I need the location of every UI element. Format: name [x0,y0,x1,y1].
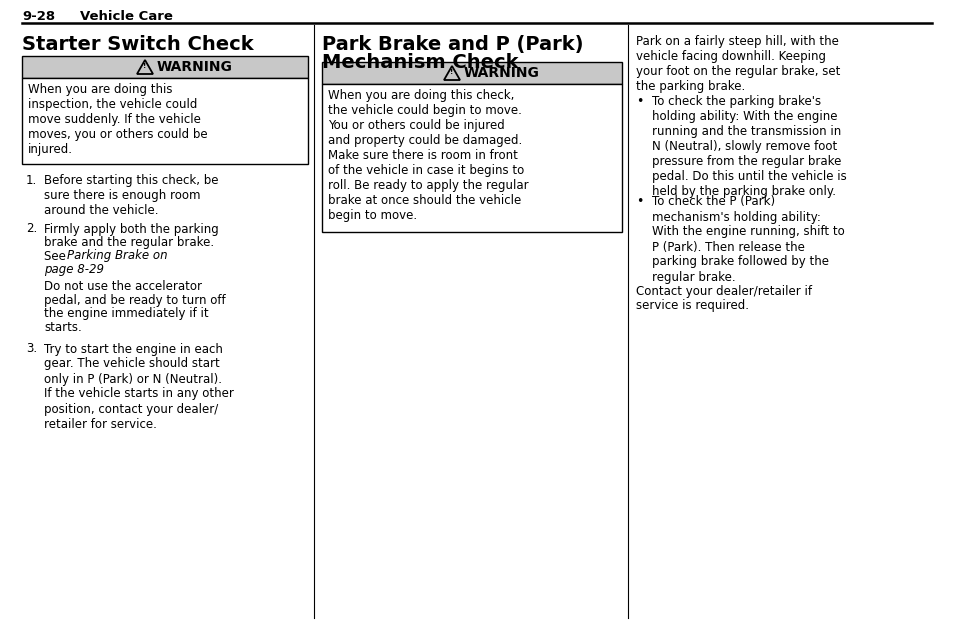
Text: Firmly apply both the parking: Firmly apply both the parking [44,223,218,235]
Text: When you are doing this
inspection, the vehicle could
move suddenly. If the vehi: When you are doing this inspection, the … [28,83,208,156]
FancyBboxPatch shape [22,56,308,78]
Text: Park Brake and P (Park): Park Brake and P (Park) [322,35,583,54]
Text: See: See [44,249,70,262]
FancyBboxPatch shape [322,84,621,232]
Text: 3.: 3. [26,343,37,355]
Text: Do not use the accelerator: Do not use the accelerator [44,281,202,293]
Text: WARNING: WARNING [157,60,233,74]
Text: Before starting this check, be
sure there is enough room
around the vehicle.: Before starting this check, be sure ther… [44,174,218,217]
Text: Try to start the engine in each
gear. The vehicle should start
only in P (Park) : Try to start the engine in each gear. Th… [44,343,233,431]
Text: To check the parking brake's
holding ability: With the engine
running and the tr: To check the parking brake's holding abi… [651,95,846,198]
Text: Contact your dealer/retailer if
service is required.: Contact your dealer/retailer if service … [636,285,811,313]
Text: pedal, and be ready to turn off: pedal, and be ready to turn off [44,294,226,307]
Text: !: ! [450,68,453,75]
Text: Vehicle Care: Vehicle Care [80,10,172,23]
Text: To check the P (Park)
mechanism's holding ability:
With the engine running, shif: To check the P (Park) mechanism's holdin… [651,195,843,283]
Text: Starter Switch Check: Starter Switch Check [22,35,253,54]
Text: Mechanism Check: Mechanism Check [322,53,518,72]
Text: Parking Brake on: Parking Brake on [67,249,168,262]
Text: the engine immediately if it: the engine immediately if it [44,308,209,320]
Text: !: ! [143,63,147,68]
Text: .: . [96,263,100,276]
Text: When you are doing this check,
the vehicle could begin to move.
You or others co: When you are doing this check, the vehic… [328,89,528,222]
FancyBboxPatch shape [22,78,308,164]
Text: •: • [636,195,642,209]
Text: page 8-29: page 8-29 [44,263,104,276]
Text: Park on a fairly steep hill, with the
vehicle facing downhill. Keeping
your foot: Park on a fairly steep hill, with the ve… [636,35,840,93]
FancyBboxPatch shape [322,62,621,84]
Text: WARNING: WARNING [463,66,539,80]
Text: 2.: 2. [26,223,37,235]
Text: •: • [636,95,642,108]
Text: 1.: 1. [26,174,37,187]
Text: brake and the regular brake.: brake and the regular brake. [44,236,213,249]
Text: 9-28: 9-28 [22,10,55,23]
Text: starts.: starts. [44,321,82,334]
